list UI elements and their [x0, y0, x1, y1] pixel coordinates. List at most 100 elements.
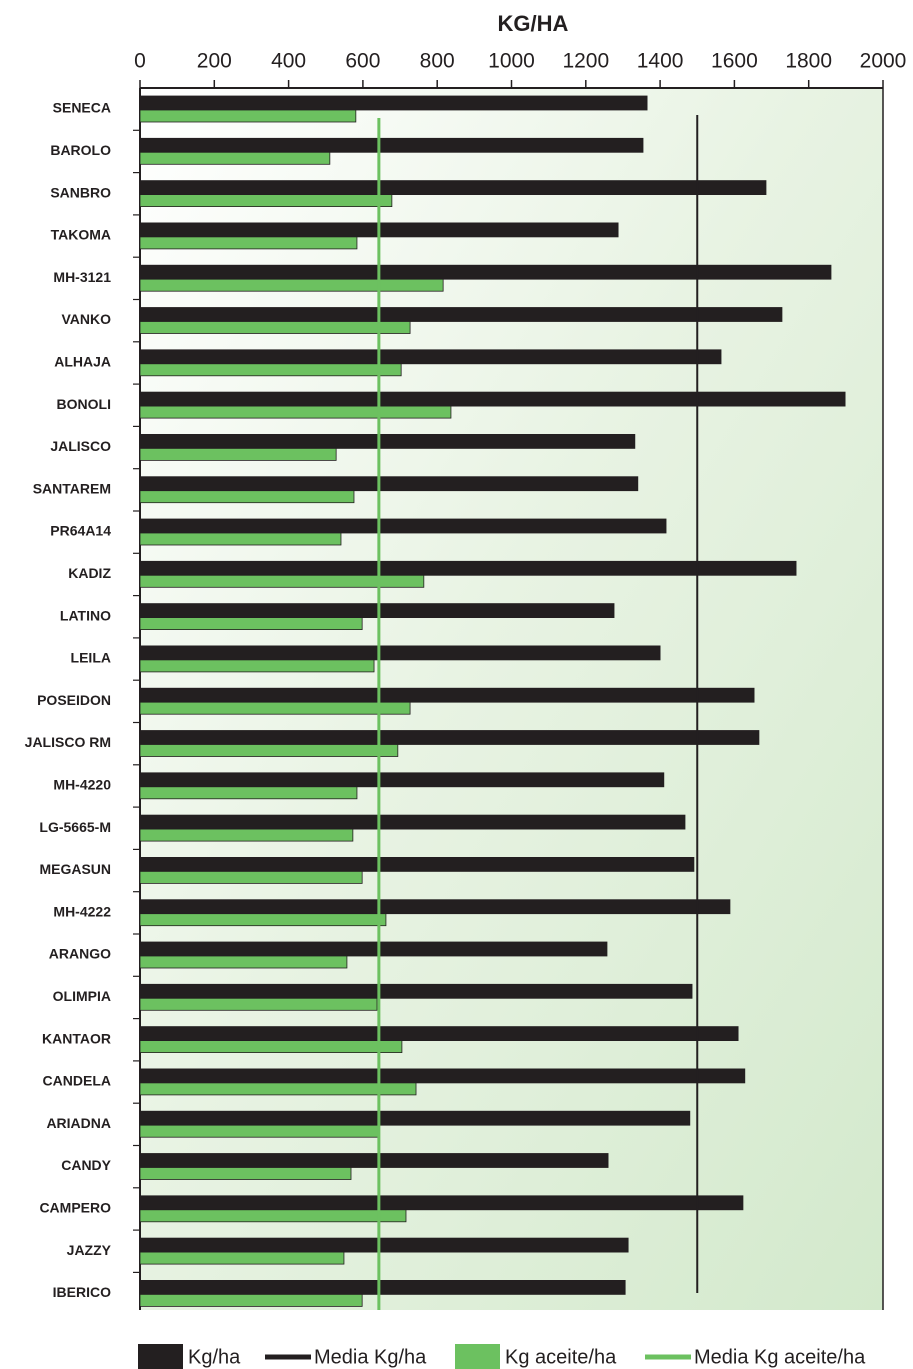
- x-tick-label: 800: [420, 50, 455, 73]
- y-tick-label: JALISCO RM: [25, 734, 111, 750]
- bar: [140, 279, 443, 291]
- bar: [140, 350, 721, 364]
- x-tick-label: 0: [134, 50, 146, 73]
- bar: [140, 477, 638, 491]
- bar: [140, 702, 410, 714]
- bar: [140, 96, 647, 110]
- bar: [140, 1252, 344, 1264]
- y-tick-label: JALISCO: [50, 438, 111, 454]
- bar: [140, 857, 694, 871]
- y-tick-label: MH-4220: [53, 777, 111, 793]
- bar: [140, 1027, 738, 1041]
- bar: [140, 604, 614, 618]
- bar: [140, 731, 759, 745]
- bar: [140, 110, 356, 122]
- y-tick-label: CAMPERO: [39, 1200, 111, 1216]
- bar: [140, 1041, 402, 1053]
- x-tick-label: 400: [271, 50, 306, 73]
- bar: [140, 322, 410, 334]
- y-tick-label: LEILA: [71, 650, 111, 666]
- x-tick-label: 2000: [860, 50, 907, 73]
- y-tick-label: JAZZY: [67, 1242, 112, 1258]
- x-tick-label: 1000: [488, 50, 535, 73]
- bar: [140, 1125, 378, 1137]
- bar: [140, 138, 643, 152]
- bar: [140, 773, 664, 787]
- y-tick-label: SANBRO: [50, 184, 111, 200]
- bar: [140, 265, 831, 279]
- y-tick-label: CANDY: [61, 1157, 111, 1173]
- bar: [140, 998, 377, 1010]
- bar: [140, 1111, 690, 1125]
- x-tick-label: 200: [197, 50, 232, 73]
- bar: [140, 660, 374, 672]
- y-tick-label: OLIMPIA: [53, 988, 111, 1004]
- y-tick-label: KADIZ: [68, 565, 111, 581]
- bar: [140, 237, 357, 249]
- bar: [140, 1168, 351, 1180]
- legend-swatch: [138, 1344, 183, 1369]
- bar: [140, 392, 845, 406]
- bar: [140, 1210, 406, 1222]
- bar: [140, 1154, 608, 1168]
- bar: [140, 618, 362, 630]
- bar: [140, 956, 347, 968]
- y-tick-label: ARANGO: [49, 946, 111, 962]
- legend-label: Kg/ha: [188, 1346, 241, 1368]
- bar: [140, 815, 685, 829]
- bar: [140, 533, 341, 545]
- y-tick-label: BAROLO: [50, 142, 111, 158]
- bar: [140, 406, 451, 418]
- y-tick-label: KANTAOR: [42, 1030, 111, 1046]
- bar: [140, 1280, 625, 1294]
- bar: [140, 900, 730, 914]
- y-tick-label: SENECA: [53, 100, 111, 116]
- bar: [140, 914, 386, 926]
- bar: [140, 871, 362, 883]
- bar: [140, 1294, 362, 1306]
- bar: [140, 688, 754, 702]
- bar: [140, 942, 607, 956]
- y-tick-label: PR64A14: [50, 523, 111, 539]
- bar: [140, 1238, 628, 1252]
- bar: [140, 519, 666, 533]
- y-tick-label: MH-4222: [53, 903, 111, 919]
- legend-label: Media Kg aceite/ha: [694, 1346, 866, 1368]
- y-tick-label: ARIADNA: [46, 1115, 111, 1131]
- x-tick-label: 1800: [785, 50, 832, 73]
- y-tick-label: ALHAJA: [54, 354, 111, 370]
- bar: [140, 152, 330, 164]
- x-tick-label: 600: [345, 50, 380, 73]
- y-tick-label: MH-3121: [53, 269, 111, 285]
- bar: [140, 829, 353, 841]
- bar: [140, 364, 401, 376]
- y-tick-label: CANDELA: [43, 1073, 111, 1089]
- bar: [140, 448, 336, 460]
- bar: [140, 646, 660, 660]
- y-tick-label: LATINO: [60, 607, 111, 623]
- bar: [140, 181, 766, 195]
- chart-title: KG/HA: [498, 11, 569, 36]
- bar: [140, 491, 354, 503]
- y-tick-label: IBERICO: [53, 1284, 111, 1300]
- x-tick-label: 1400: [637, 50, 684, 73]
- bar: [140, 984, 692, 998]
- bar: [140, 575, 424, 587]
- bar: [140, 1196, 743, 1210]
- legend-swatch: [455, 1344, 500, 1369]
- x-tick-label: 1600: [711, 50, 758, 73]
- bar: [140, 308, 782, 322]
- y-tick-label: VANKO: [61, 311, 111, 327]
- x-tick-label: 1200: [562, 50, 609, 73]
- y-tick-label: TAKOMA: [51, 227, 111, 243]
- bar: [140, 787, 357, 799]
- y-tick-label: SANTAREM: [33, 480, 111, 496]
- legend-label: Kg aceite/ha: [505, 1346, 617, 1368]
- chart: KG/HA 0 200 400 600 800 1000 1200 1400 1600 1800 2…: [0, 0, 913, 1369]
- bar: [140, 1083, 416, 1095]
- y-tick-label: POSEIDON: [37, 692, 111, 708]
- y-tick-label: BONOLI: [57, 396, 111, 412]
- bar: [140, 195, 392, 207]
- bar: [140, 745, 398, 757]
- legend-label: Media Kg/ha: [314, 1346, 427, 1368]
